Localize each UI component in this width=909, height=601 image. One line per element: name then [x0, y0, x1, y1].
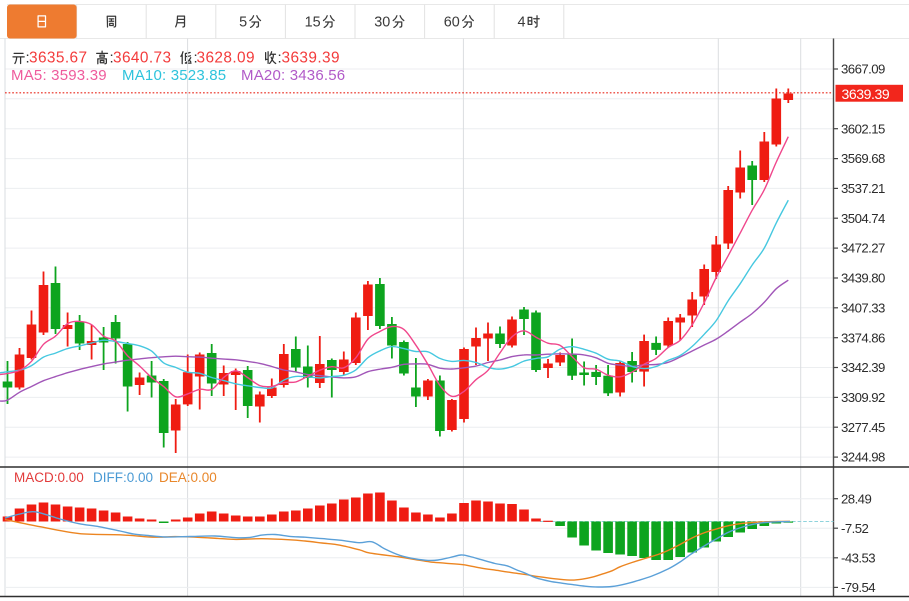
svg-text:5: 5: [239, 15, 247, 31]
svg-text:-43.53: -43.53: [841, 550, 875, 565]
svg-text:3439.80: 3439.80: [841, 271, 885, 286]
svg-text:3635.67: 3635.67: [29, 50, 87, 67]
svg-text:4: 4: [518, 15, 526, 31]
svg-text:3667.09: 3667.09: [841, 62, 885, 77]
svg-text:15: 15: [305, 15, 321, 31]
svg-text:-79.54: -79.54: [841, 580, 875, 595]
svg-text:3407.33: 3407.33: [841, 300, 885, 315]
svg-text:3639.39: 3639.39: [282, 50, 340, 67]
svg-text:3244.98: 3244.98: [841, 450, 885, 465]
svg-text::: :: [110, 50, 114, 67]
svg-text::: :: [26, 50, 30, 67]
svg-text:-7.52: -7.52: [841, 521, 869, 536]
svg-text:3639.39: 3639.39: [842, 86, 890, 102]
svg-text:30: 30: [374, 15, 390, 31]
svg-text:3277.45: 3277.45: [841, 420, 885, 435]
svg-text:3640.73: 3640.73: [113, 50, 171, 67]
svg-text::: :: [278, 50, 282, 67]
svg-text:3602.15: 3602.15: [841, 121, 885, 136]
svg-text:3504.74: 3504.74: [841, 211, 885, 226]
svg-text:MACD:0.00: MACD:0.00: [14, 470, 84, 485]
svg-text:3374.86: 3374.86: [841, 330, 885, 345]
svg-text:3342.39: 3342.39: [841, 360, 885, 375]
svg-text:3472.27: 3472.27: [841, 241, 885, 256]
svg-text:MA5: 3593.39: MA5: 3593.39: [11, 67, 107, 84]
svg-text:3628.09: 3628.09: [197, 50, 255, 67]
svg-text:DEA:0.00: DEA:0.00: [159, 470, 217, 485]
svg-text:DIFF:0.00: DIFF:0.00: [93, 470, 153, 485]
svg-text:MA10: 3523.85: MA10: 3523.85: [122, 67, 226, 84]
svg-text:3569.68: 3569.68: [841, 151, 885, 166]
svg-text:MA20: 3436.56: MA20: 3436.56: [241, 67, 345, 84]
svg-text:3309.92: 3309.92: [841, 390, 885, 405]
svg-text:3537.21: 3537.21: [841, 181, 885, 196]
svg-text::: :: [194, 50, 198, 67]
svg-text:60: 60: [444, 15, 460, 31]
svg-text:28.49: 28.49: [841, 491, 871, 506]
